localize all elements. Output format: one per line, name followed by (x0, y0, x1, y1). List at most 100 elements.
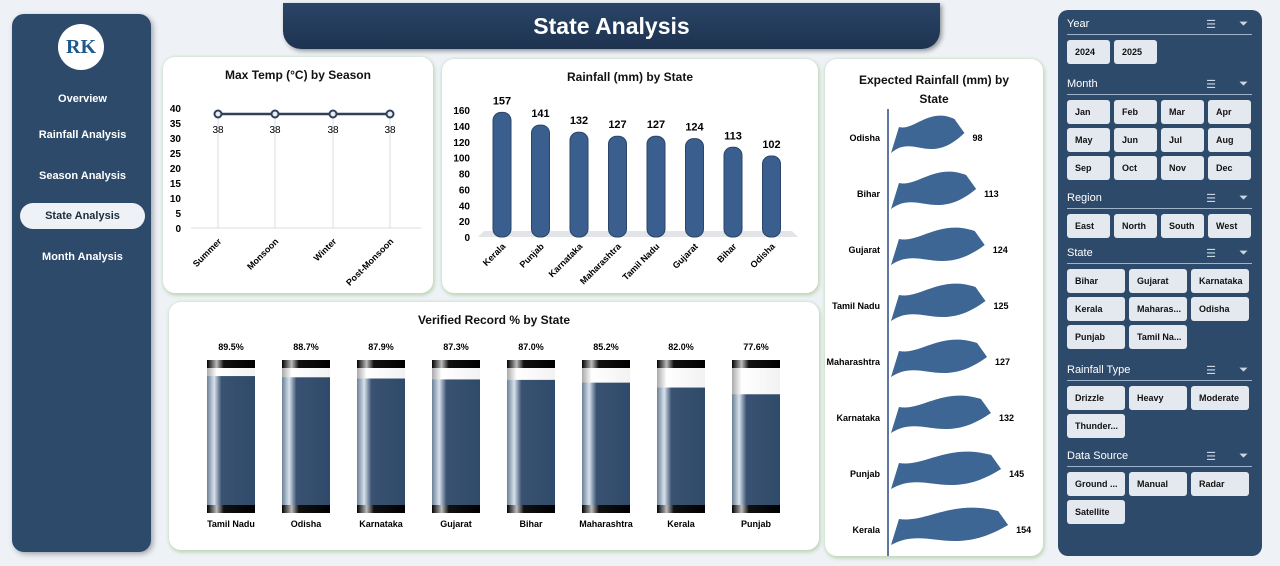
slicer-item[interactable]: Satellite (1067, 500, 1125, 524)
slicer-item[interactable]: 2025 (1114, 40, 1157, 64)
multi-select-icon[interactable]: ☰ (1206, 19, 1216, 31)
page-title: State Analysis (283, 3, 940, 49)
max-temp-chart: 0 5 10 15 20 25 30 35 40 Summer Monsoon Winter Post-… (170, 104, 421, 288)
data-label: 124 (685, 122, 704, 134)
slicer-item[interactable]: Odisha (1191, 297, 1249, 321)
bar-base (732, 505, 780, 513)
slicer-item[interactable]: Drizzle (1067, 386, 1125, 410)
nav-season-analysis[interactable]: Season Analysis (38, 170, 127, 182)
x-tick-label: Gujarat (671, 241, 700, 270)
nav-state-analysis[interactable]: State Analysis (20, 203, 145, 229)
bar (891, 227, 985, 265)
data-point (328, 109, 338, 119)
slicer-header: Year ☰ ⏷ (1067, 18, 1252, 35)
slicer-item[interactable]: Manual (1129, 472, 1187, 496)
clear-filter-icon[interactable]: ⏷ (1239, 450, 1248, 462)
x-tick-label: Tamil Nadu (621, 241, 662, 282)
expected-rainfall-panel: Expected Rainfall (mm) by State Odisha 98… (825, 59, 1043, 556)
slicer-item[interactable]: Bihar (1067, 269, 1125, 293)
slicer-title: State (1067, 247, 1093, 259)
slicer-item[interactable]: Dec (1208, 156, 1251, 180)
y-tick-label: Karnataka (836, 413, 881, 423)
slicer-header: Rainfall Type ☰ ⏷ (1067, 364, 1252, 381)
slicer-item[interactable]: Mar (1161, 100, 1204, 124)
multi-select-icon[interactable]: ☰ (1206, 79, 1216, 91)
multi-select-icon[interactable]: ☰ (1206, 451, 1216, 463)
slicer-item[interactable]: Jul (1161, 128, 1204, 152)
data-label: 113 (724, 130, 742, 142)
slicer-item[interactable]: Radar (1191, 472, 1249, 496)
data-label: 77.6% (743, 342, 769, 352)
bar (657, 387, 705, 513)
y-tick-label: 100 (453, 154, 470, 165)
y-tick-label: Tamil Nadu (832, 301, 880, 311)
clear-filter-icon[interactable]: ⏷ (1239, 78, 1248, 90)
slicer-item[interactable]: East (1067, 214, 1110, 238)
slicer-item[interactable]: Tamil Na... (1129, 325, 1187, 349)
slicer-item[interactable]: Kerala (1067, 297, 1125, 321)
y-tick-label: 0 (464, 233, 470, 244)
data-label: 132 (570, 115, 588, 127)
slicer-item[interactable]: Karnataka (1191, 269, 1249, 293)
slicer-item[interactable]: Jan (1067, 100, 1110, 124)
slicer-item[interactable]: Oct (1114, 156, 1157, 180)
clear-filter-icon[interactable]: ⏷ (1239, 18, 1248, 30)
slicer-item[interactable]: North (1114, 214, 1157, 238)
slicer-item[interactable]: Punjab (1067, 325, 1125, 349)
slicer-item[interactable]: Moderate (1191, 386, 1249, 410)
x-tick-label: Punjab (518, 241, 547, 270)
slicer-item[interactable]: Jun (1114, 128, 1157, 152)
x-tick-label: Kerala (481, 241, 508, 268)
chart-title: Max Temp (°C) by Season (225, 68, 371, 82)
clear-filter-icon[interactable]: ⏷ (1239, 247, 1248, 259)
y-tick-label: 40 (459, 201, 471, 212)
bar-cap (357, 360, 405, 368)
data-point (213, 109, 223, 119)
slicer-title: Rainfall Type (1067, 364, 1131, 376)
y-tick-label: 60 (459, 185, 471, 196)
y-tick-label: 40 (170, 104, 182, 115)
multi-select-icon[interactable]: ☰ (1206, 193, 1216, 205)
data-label: 125 (994, 301, 1009, 311)
slicer-item[interactable]: 2024 (1067, 40, 1110, 64)
data-label: 113 (984, 189, 999, 199)
slicer-item[interactable]: Thunder... (1067, 414, 1125, 438)
slicer-item[interactable]: Gujarat (1129, 269, 1187, 293)
chart-title: Expected Rainfall (mm) by State (858, 73, 1010, 106)
x-tick-label: Odisha (291, 519, 323, 529)
nav-month-analysis[interactable]: Month Analysis (42, 251, 123, 263)
clear-filter-icon[interactable]: ⏷ (1239, 192, 1248, 204)
slicer-item[interactable]: South (1161, 214, 1204, 238)
chart-title: Rainfall (mm) by State (566, 70, 694, 84)
bar-base (582, 505, 630, 513)
y-tick-label: 10 (170, 194, 182, 205)
nav-overview[interactable]: Overview (58, 93, 107, 105)
y-tick-label: Bihar (857, 189, 881, 199)
slicer-item[interactable]: May (1067, 128, 1110, 152)
bar (582, 382, 630, 513)
data-label: 124 (993, 245, 1008, 255)
nav-rainfall-analysis[interactable]: Rainfall Analysis (38, 129, 127, 141)
y-tick-label: 30 (170, 134, 182, 145)
chart-floor (478, 231, 798, 237)
slicer-item[interactable]: Sep (1067, 156, 1110, 180)
bar (608, 135, 627, 238)
slicer-item[interactable]: Apr (1208, 100, 1251, 124)
verified-record-panel: Verified Record % by State 89.5% Tamil Na… (169, 302, 819, 550)
slicer-item[interactable]: West (1208, 214, 1251, 238)
y-tick-label: 160 (453, 106, 470, 117)
bar-base (657, 505, 705, 513)
slicer-item[interactable]: Heavy (1129, 386, 1187, 410)
bar (357, 378, 405, 513)
multi-select-icon[interactable]: ☰ (1206, 365, 1216, 377)
slicer-item[interactable]: Nov (1161, 156, 1204, 180)
verified-record-chart: 89.5% Tamil Nadu 88.7% Odisha 87.9% Karnataka… (207, 342, 780, 529)
slicer-item[interactable]: Ground ... (1067, 472, 1125, 496)
rainfall-chart-panel: Rainfall (mm) by State 0 20 40 60 80 100 120 14… (442, 59, 818, 293)
slicer-item[interactable]: Maharas... (1129, 297, 1187, 321)
slicer-item[interactable]: Feb (1114, 100, 1157, 124)
multi-select-icon[interactable]: ☰ (1206, 248, 1216, 260)
x-tick-label: Winter (312, 236, 339, 263)
clear-filter-icon[interactable]: ⏷ (1239, 364, 1248, 376)
slicer-item[interactable]: Aug (1208, 128, 1251, 152)
